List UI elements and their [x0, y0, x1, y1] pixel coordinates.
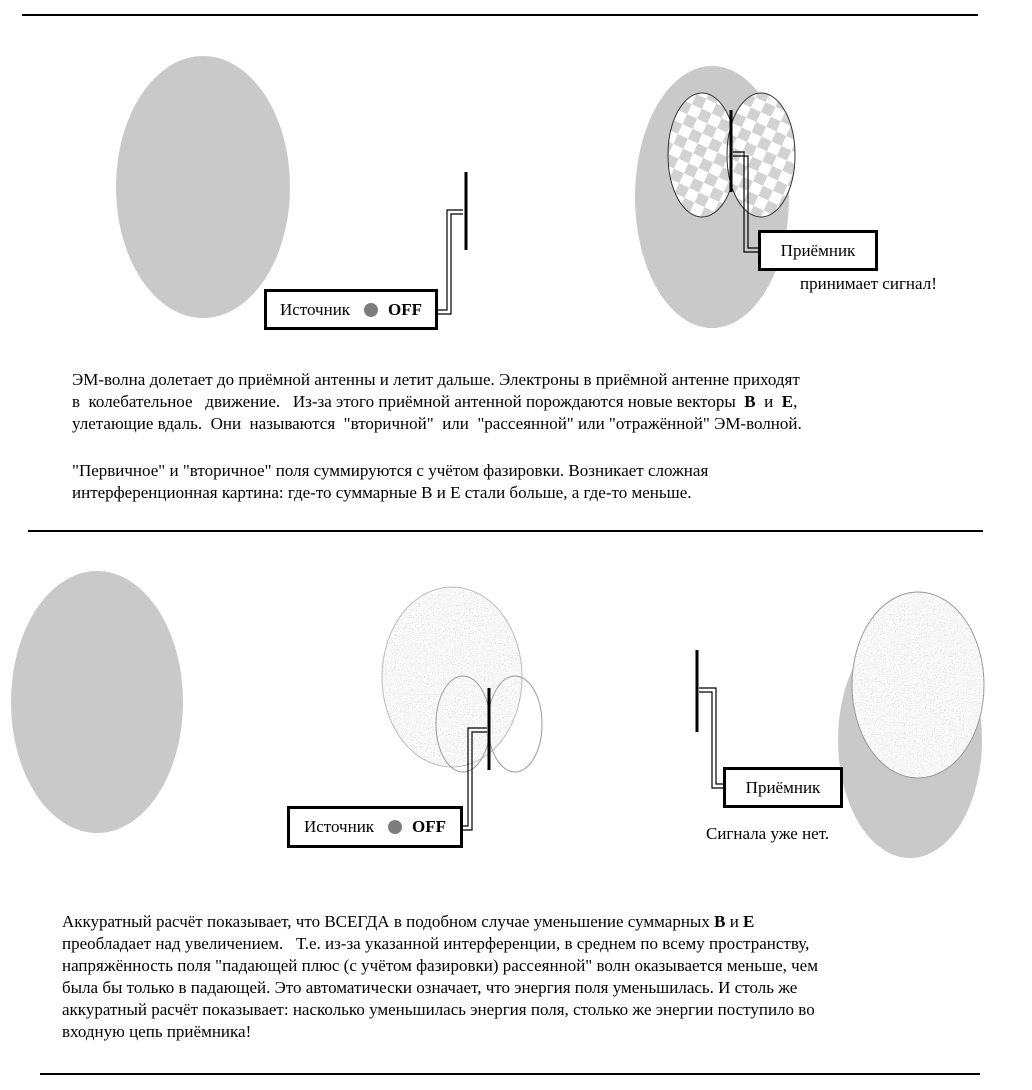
speckled-scattered-field — [382, 587, 522, 767]
panel1-paragraph-2: "Первичное" и "вторичное" поля суммируют… — [72, 460, 972, 504]
source-label-2: Источник — [303, 817, 375, 836]
incident-field-far-left — [11, 571, 183, 833]
led-indicator-icon-2 — [388, 820, 403, 834]
vector-b: B — [744, 392, 756, 411]
panel1-paragraph-1: ЭМ-волна долетает до приёмной антенны и … — [72, 369, 972, 435]
source-box: Источник OFF — [264, 289, 438, 330]
p2-line1: "Первичное" и "вторичное" поля суммируют… — [72, 461, 709, 480]
source-state: OFF — [388, 299, 423, 319]
receiver-label-2: Приёмник — [745, 777, 821, 797]
p3-line4: была бы только в падающей. Это автоматич… — [62, 978, 798, 997]
p3-line1c: и — [725, 912, 744, 931]
receiver-antenna — [729, 110, 758, 253]
speckled-field-right — [852, 592, 984, 778]
bottom-divider — [40, 1073, 980, 1075]
p3-line1a: Аккуратный расчёт показывает, что ВСЕГДА… — [62, 912, 715, 931]
vector-e: E — [781, 392, 794, 411]
source-antenna — [437, 172, 468, 315]
receiver-note-2: Сигнала уже нет. — [706, 824, 830, 843]
p1-line1: ЭМ-волна долетает до приёмной антенны и … — [72, 370, 800, 389]
receiver-note: принимает сигнал! — [800, 274, 937, 293]
p1-line2a: в колебательное движение. Из-за этого пр… — [72, 392, 745, 411]
source-box-2: Источник OFF — [287, 806, 463, 848]
source-antenna-2 — [462, 688, 491, 831]
vector-b-2: B — [714, 912, 726, 931]
p3-line2: преобладает над увеличением. Т.е. из-за … — [62, 934, 810, 953]
incident-field-left — [116, 56, 290, 318]
middle-divider — [28, 530, 983, 532]
p1-line3: улетающие вдаль. Они называются "вторичн… — [72, 414, 802, 433]
p3-line3: напряжённость поля "падающей плюс (с учё… — [62, 956, 818, 975]
receiver-box: Приёмник — [758, 230, 878, 271]
led-indicator-icon — [364, 302, 379, 317]
source-label: Источник — [279, 299, 351, 319]
source-state-2: OFF — [412, 817, 447, 836]
p3-line6: входную цепь приёмника! — [62, 1022, 252, 1041]
p3-line5: аккуратный расчёт показывает: насколько … — [62, 1000, 815, 1019]
vector-e-2: E — [743, 912, 755, 931]
receiver-label: Приёмник — [780, 240, 856, 260]
top-divider — [22, 14, 978, 16]
p1-line2e: , — [793, 392, 798, 411]
panel2-paragraph: Аккуратный расчёт показывает, что ВСЕГДА… — [62, 911, 962, 1043]
p1-line2c: и — [755, 392, 782, 411]
p2-line2: интерференционная картина: где-то суммар… — [72, 483, 692, 502]
receiver-box-2: Приёмник — [723, 767, 843, 808]
receiver-antenna-2 — [695, 650, 723, 789]
